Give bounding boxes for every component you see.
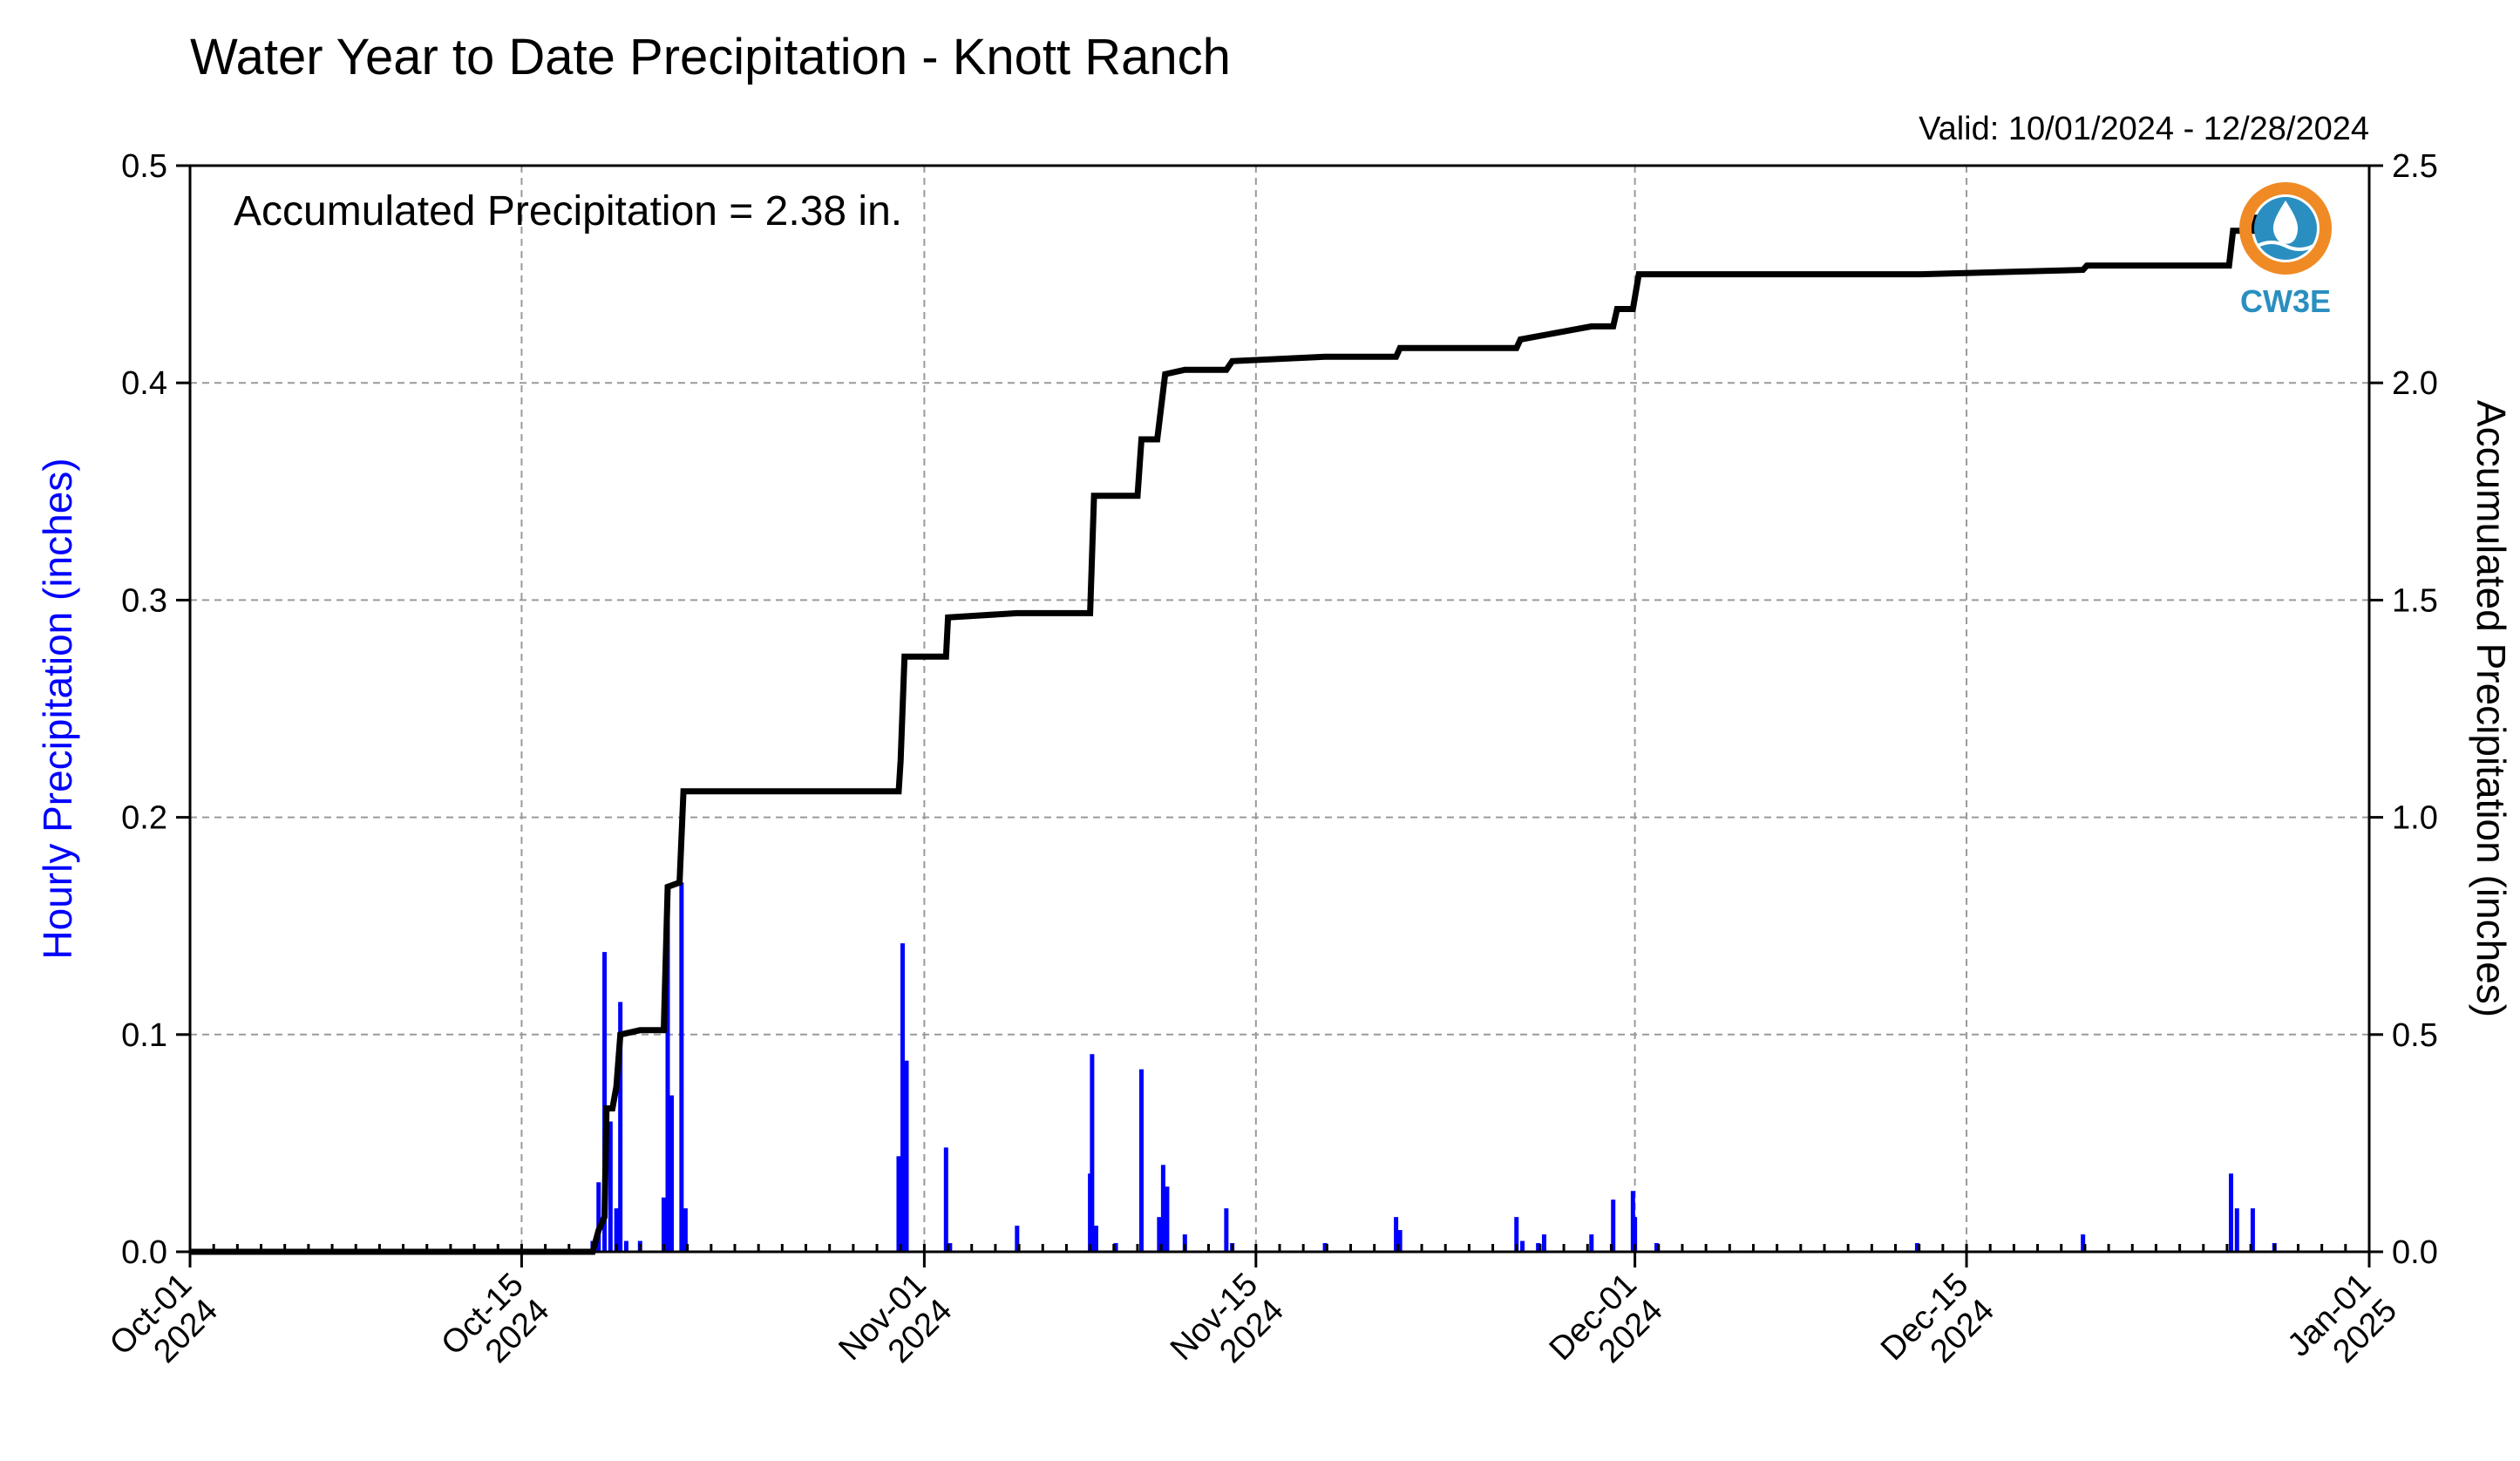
hourly-bar [2081, 1234, 2086, 1252]
left-tick-label: 0.5 [121, 148, 167, 185]
hourly-bar [1157, 1217, 1162, 1252]
hourly-bar [2250, 1208, 2255, 1252]
hourly-bar [1113, 1243, 1118, 1252]
left-tick-label: 0.2 [121, 800, 167, 837]
hourly-bars [590, 882, 2277, 1252]
hourly-bar [1165, 1186, 1170, 1252]
right-tick-label: 0.5 [2392, 1017, 2438, 1054]
x-tick-label: Oct-012024 [103, 1267, 225, 1389]
logo-ring-icon [2239, 182, 2332, 275]
hourly-bar [1015, 1226, 1020, 1252]
x-tick-label: Dec-152024 [1874, 1267, 2001, 1394]
hourly-bar [1589, 1234, 1594, 1252]
hourly-bar [1520, 1240, 1525, 1252]
left-tick-label: 0.3 [121, 582, 167, 619]
plot-frame [188, 164, 2371, 1254]
hourly-bar [900, 943, 905, 1252]
hourly-bar [618, 1002, 623, 1252]
right-tick-label: 2.5 [2392, 148, 2438, 185]
right-tick-label: 1.5 [2392, 582, 2438, 619]
right-axis-label: Accumulated Precipitation (inches) [2469, 400, 2514, 1017]
x-tick-label: Oct-152024 [434, 1267, 556, 1389]
right-tick-label: 1.0 [2392, 800, 2438, 837]
x-tick-label: Nov-012024 [832, 1267, 959, 1394]
cw3e-logo: CW3E [2239, 182, 2332, 319]
hourly-bar [596, 1182, 601, 1252]
hourly-bar [1536, 1243, 1541, 1252]
hourly-bar [1182, 1234, 1187, 1252]
grid-layer [190, 166, 2369, 1252]
left-tick-label: 0.0 [121, 1234, 167, 1271]
hourly-bar [1322, 1243, 1328, 1252]
hourly-bar [1914, 1243, 1919, 1252]
hourly-bar [602, 952, 608, 1252]
hourly-bar [1633, 1217, 1638, 1252]
hourly-bar [896, 1156, 901, 1252]
logo-wave-icon [2257, 241, 2314, 251]
hourly-bar [1093, 1226, 1098, 1252]
hourly-bar [614, 1208, 619, 1252]
hourly-bar [623, 1240, 628, 1252]
hourly-bar [904, 1060, 909, 1252]
right-tick-label: 0.0 [2392, 1234, 2438, 1271]
left-tick-label: 0.1 [121, 1017, 167, 1054]
hourly-bar [2228, 1173, 2233, 1252]
right-tick-label: 2.0 [2392, 365, 2438, 402]
chart-title: Water Year to Date Precipitation - Knott… [190, 29, 1231, 85]
x-tick-label: Dec-012024 [1543, 1267, 1670, 1394]
hourly-bar [1138, 1069, 1144, 1252]
hourly-bar [683, 1208, 688, 1252]
hourly-bar [608, 1121, 613, 1252]
logo-drop-icon [2272, 200, 2299, 244]
left-tick-label: 0.4 [121, 365, 167, 402]
hourly-bar [2234, 1208, 2239, 1252]
left-axis-label: Hourly Precipitation (inches) [35, 458, 80, 959]
hourly-bar [1090, 1054, 1095, 1252]
hourly-bar [665, 904, 670, 1252]
hourly-bar [661, 1197, 666, 1252]
hourly-bar [1514, 1217, 1519, 1252]
x-tick-label: Nov-152024 [1164, 1267, 1291, 1394]
accumulated-annotation: Accumulated Precipitation = 2.38 in. [234, 188, 902, 234]
axis-ticks: 0.0 0.1 0.2 0.3 0.4 0.5 0.0 0.5 1.0 1.5 2.0 2.5 Oct-… [103, 148, 2438, 1394]
logo-text: CW3E [2240, 283, 2331, 319]
hourly-bar [1654, 1243, 1660, 1252]
hourly-bar [943, 1147, 948, 1252]
hourly-bar [1160, 1165, 1165, 1252]
hourly-bar [948, 1243, 953, 1252]
hourly-bar [1611, 1199, 1616, 1252]
x-tick-label: Jan-012025 [2280, 1267, 2404, 1390]
hourly-bar [679, 882, 684, 1252]
hourly-bar [1224, 1208, 1229, 1252]
accumulated-line [190, 214, 2298, 1255]
hourly-bar [1394, 1217, 1399, 1252]
hourly-bar [1397, 1230, 1403, 1252]
hourly-bar [1541, 1234, 1546, 1252]
hourly-bar [669, 1095, 675, 1252]
valid-date-range: Valid: 10/01/2024 - 12/28/2024 [1919, 111, 2369, 147]
